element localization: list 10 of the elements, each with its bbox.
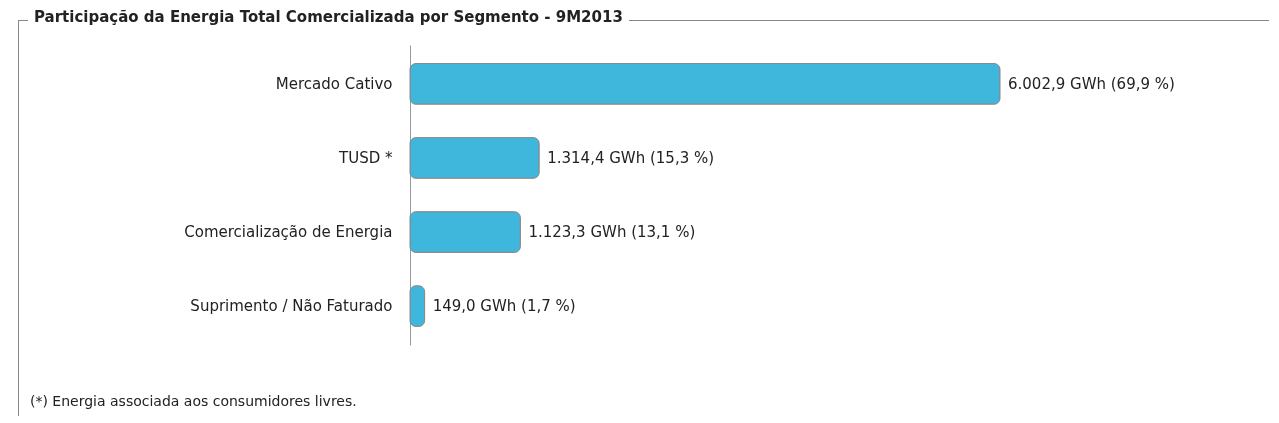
data-label: 6.002,9 GWh (69,9 %) <box>1008 74 1175 93</box>
y-tick-label: Suprimento / Não Faturado <box>190 297 393 316</box>
data-label: 1.123,3 GWh (13,1 %) <box>528 223 696 242</box>
chart-title: Participação da Energia Total Comercializada por Segmento - 9M2013 <box>28 8 629 26</box>
data-label: 149,0 GWh (1,7 %) <box>432 297 576 316</box>
data-label: 1.314,4 GWh (15,3 %) <box>547 148 715 167</box>
y-tick-label: TUSD * <box>338 148 393 167</box>
text: (*) Energia associada aos consumidores livres. <box>30 393 357 409</box>
y-tick-label: Mercado Cativo <box>275 74 393 93</box>
y-tick-label: Comercialização de Energia <box>184 223 393 242</box>
